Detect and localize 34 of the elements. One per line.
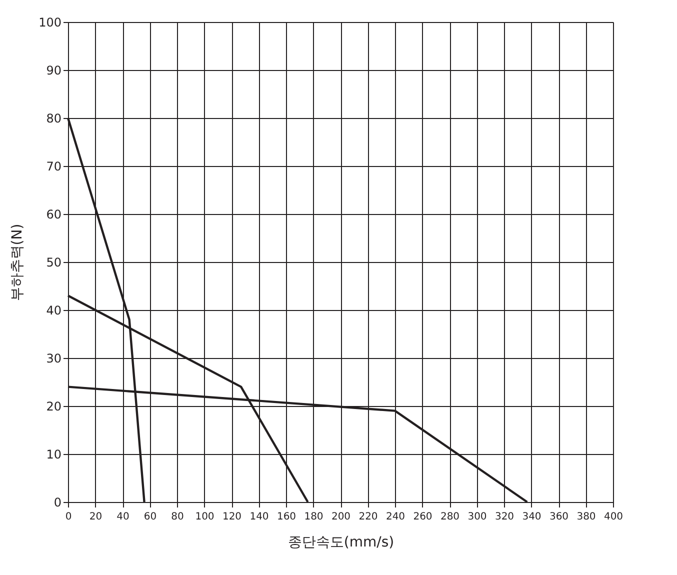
x-tick-label: 100 [195, 512, 214, 522]
x-axis-title: 종단속도(mm/s) [288, 534, 394, 550]
x-tick-label: 140 [250, 512, 269, 522]
y-tick-label: 30 [46, 352, 62, 366]
x-tick-label: 40 [116, 512, 130, 522]
x-tick-label: 180 [304, 512, 324, 522]
x-tick-label: 200 [331, 512, 351, 522]
y-tick-label: 70 [46, 160, 62, 174]
x-tick-label: 280 [440, 512, 460, 522]
y-tick-label: 50 [46, 256, 62, 270]
x-tick-label: 120 [222, 512, 242, 522]
x-tick-label: 300 [468, 512, 487, 522]
y-tick-label: 40 [46, 304, 62, 318]
x-tick-label: 220 [358, 512, 378, 522]
x-tick-label: 160 [276, 512, 296, 522]
y-tick-label: 80 [46, 112, 62, 126]
x-tick-label: 240 [386, 512, 406, 522]
y-tick-label: 20 [46, 400, 62, 414]
y-tick-label: 90 [46, 64, 62, 78]
x-tick-label: 80 [171, 512, 184, 522]
y-tick-label: 10 [46, 448, 62, 462]
x-tick-label: 360 [549, 512, 569, 522]
y-axis-title: 부하추력(N) [10, 224, 26, 302]
y-tick-label: 0 [54, 496, 62, 510]
x-tick-label: 340 [522, 512, 542, 522]
x-tick-label: 20 [89, 512, 102, 522]
x-tick-label: 260 [413, 512, 432, 522]
x-tick-label: 320 [494, 512, 514, 522]
x-tick-label: 400 [604, 512, 624, 522]
y-tick-label: 100 [38, 16, 62, 30]
x-tick-label: 380 [576, 512, 596, 522]
x-tick-label: 60 [144, 512, 157, 522]
x-tick-label: 0 [65, 512, 72, 522]
y-tick-label: 60 [46, 208, 62, 222]
